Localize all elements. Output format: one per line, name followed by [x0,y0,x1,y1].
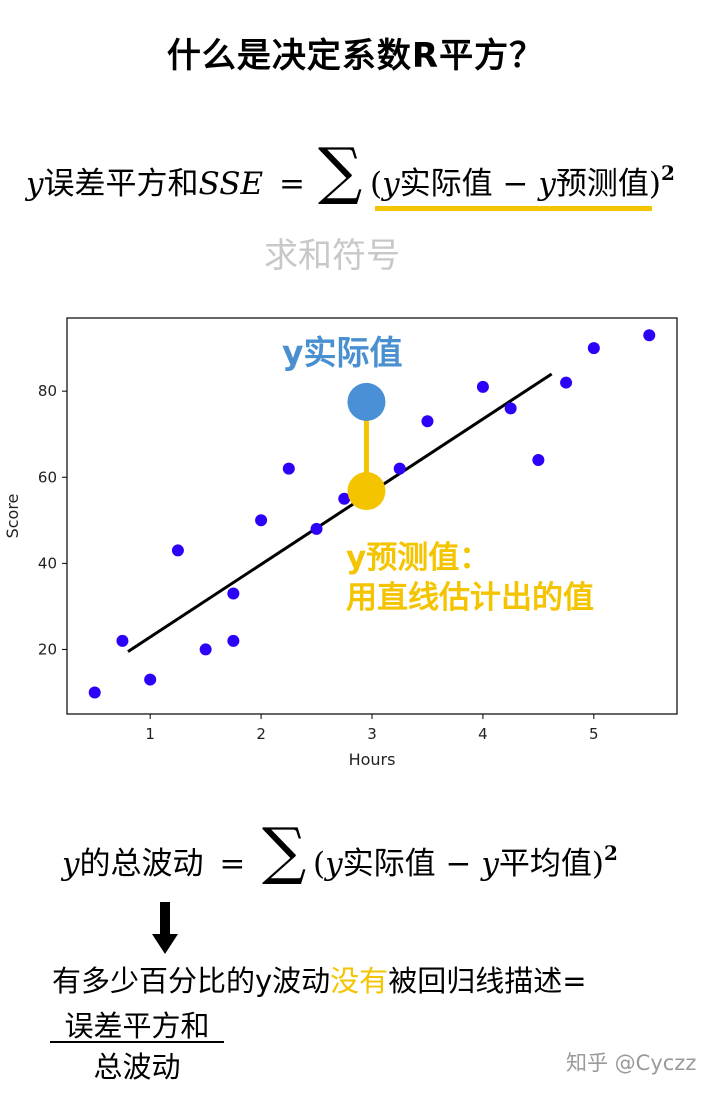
actual-value-annotation: y实际值 [282,333,403,372]
data-point [587,342,600,355]
sse-lhs-abbr: SSE [198,166,264,202]
predicted-value-point [347,472,386,511]
description-part2: 被回归线描述= [388,964,587,998]
sse-power: 2 [660,161,675,185]
sse-actual-text: 实际值 [399,166,493,202]
data-point [227,634,240,647]
total-lhs-text: 的总波动 [79,846,204,882]
data-point [504,402,517,415]
data-point [171,544,184,557]
sse-pred-text: 预测值 [555,166,649,202]
predicted-annotation-line1: y预测值： [346,540,491,576]
sse-close-paren: ) [648,166,661,202]
data-point [643,329,656,342]
fraction-numerator: 误差平方和 [64,1009,210,1043]
x-tick-label: 2 [256,725,266,743]
sse-minus: − [502,166,529,202]
page-title: 什么是决定系数R平方？ [166,36,545,76]
x-axis-label: Hours [349,750,396,769]
description-text: 有多少百分比的y波动没有被回归线描述= [52,958,587,1000]
description-highlight: 没有 [330,964,389,998]
total-sum-symbol: ∑ [262,814,307,887]
watermark: 知乎 @Cyczz [566,1051,697,1075]
predicted-annotation-line2: 用直线估计出的值 [346,580,594,616]
total-mean-text: 平均值 [498,846,592,882]
data-point [532,454,545,467]
regression-line [127,372,553,653]
total-lhs-var: y [62,846,80,882]
data-point [255,514,268,527]
sse-pred-var: y [538,166,556,202]
data-point [310,522,323,535]
data-point [88,686,101,699]
total-close-paren: ) [591,846,604,882]
data-point [227,587,240,600]
y-tick-label: 40 [38,554,57,572]
sse-formula-lhs: y误差平方和SSE = [26,158,305,203]
sse-formula-rhs: (y实际值 − y预测值)2 [370,158,675,203]
total-formula-rhs: (y实际值 − y平均值)2 [313,838,618,883]
description-part1: 有多少百分比的y波动 [52,964,331,998]
data-point [393,462,406,475]
total-actual-text: 实际值 [342,846,436,882]
plot-frame [66,317,678,715]
data-point [116,634,129,647]
total-actual-var: y [325,846,343,882]
sse-open-paren: ( [370,166,383,202]
fraction-bar [50,1041,224,1043]
sse-lhs-text: 误差平方和 [43,166,199,202]
data-point [560,376,573,389]
down-arrow-icon [152,902,178,954]
y-axis-label: Score [3,494,22,539]
total-formula-lhs: y的总波动 = [62,838,245,883]
total-power: 2 [603,841,618,865]
x-tick-label: 4 [478,725,488,743]
total-open-paren: ( [313,846,326,882]
y-tick-label: 60 [38,468,57,486]
sse-lhs-var: y [26,166,44,202]
y-tick-label: 80 [38,382,57,400]
data-point [144,673,157,686]
sse-sum-symbol: ∑ [318,134,363,207]
data-point [421,415,434,428]
sse-equals: = [278,166,305,202]
fraction-denominator: 总波动 [93,1050,181,1084]
total-mean-var: y [481,846,499,882]
sse-actual-var: y [382,166,400,202]
sum-symbol-label: 求和符号 [264,236,400,276]
data-point [476,380,489,393]
x-tick-label: 3 [367,725,377,743]
total-equals: = [219,846,246,882]
predicted-value-annotation: y预测值： 用直线估计出的值 [346,538,594,618]
y-tick-label: 20 [38,640,57,658]
scatter-chart: 1 2 3 4 5 20 40 60 80 Hours Score [3,317,678,769]
sse-underline [375,206,652,211]
data-point [199,643,212,656]
data-point [338,492,351,505]
x-tick-label: 5 [589,725,599,743]
data-point [282,462,295,475]
total-minus: − [445,846,472,882]
x-tick-label: 1 [145,725,155,743]
actual-value-point [347,382,386,421]
